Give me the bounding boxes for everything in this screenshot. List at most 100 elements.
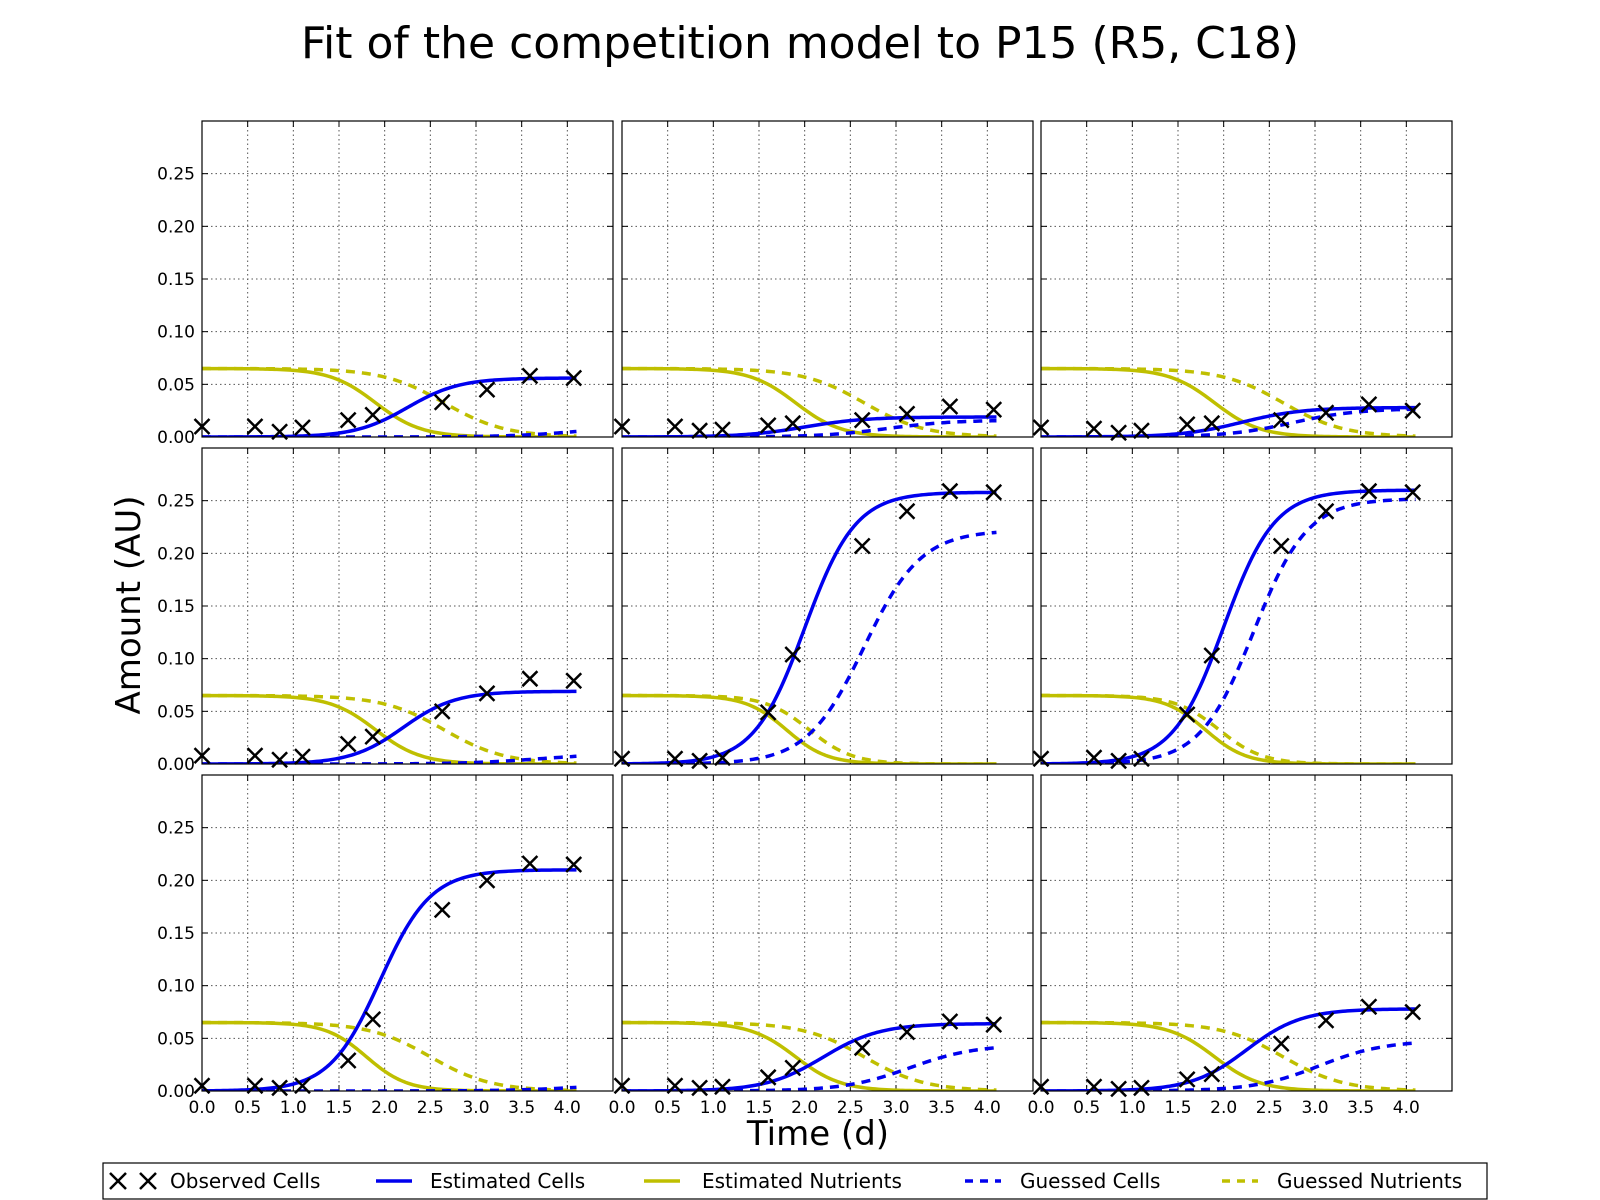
observed-cell-marker: [478, 381, 496, 398]
observed-cell-marker: [339, 1052, 357, 1069]
panel-8: 0.0 0.5 1.0 1.5 2.0 2.5 3.0 3.5 4.0: [608, 774, 1034, 1118]
x-tick-label: 0.5: [654, 1098, 681, 1118]
legend-entry: Observed Cells: [109, 1169, 320, 1193]
observed-cell-marker: [1360, 395, 1378, 413]
panel-frame: [1040, 120, 1453, 438]
x-axis-label: Time (d): [746, 1114, 889, 1154]
panel-frame: [621, 447, 1034, 765]
panel-frame: [621, 774, 1034, 1092]
x-tick-label: 1.0: [700, 1098, 727, 1118]
panel-background: [622, 121, 1033, 437]
observed-cell-marker: [691, 752, 709, 770]
panel-3: [1032, 120, 1453, 442]
guessed-nutrients-line: [622, 1020, 997, 1091]
y-axis-label: Amount (AU): [109, 495, 149, 714]
panel-7: 0.00 0.05 0.10 0.15 0.20 0.25 0.0 0.5 1.0 1.5 2.0 2…: [157, 774, 614, 1118]
legend-label: Estimated Nutrients: [702, 1169, 902, 1193]
observed-cell-marker: [853, 411, 871, 429]
y-tick-label: 0.15: [157, 924, 195, 944]
guessed-nutrients-line: [1041, 366, 1416, 437]
observed-points: [1032, 395, 1422, 442]
observed-cell-marker: [565, 856, 583, 873]
x-tick-label: 2.5: [837, 1098, 864, 1118]
estimated-cells-line: [622, 490, 997, 764]
observed-cell-marker: [985, 1016, 1003, 1034]
x-tick-label: 1.5: [1164, 1098, 1191, 1118]
panel-frame: [201, 447, 614, 765]
x-tick-label: 1.5: [745, 1098, 772, 1118]
observed-cell-marker: [1085, 420, 1103, 437]
observed-cell-marker: [364, 1010, 382, 1028]
x-tick-label: 2.5: [417, 1098, 444, 1118]
panel-background: [622, 448, 1033, 764]
panel-frame: [1040, 447, 1453, 765]
guessed-nutrients-line: [622, 366, 997, 437]
y-tick-label: 0.00: [157, 1082, 195, 1102]
guessed-nutrients-line: [202, 693, 577, 764]
observed-cell-marker: [853, 1039, 871, 1057]
panel-1: 0.00 0.05 0.10 0.15 0.20 0.25: [157, 120, 614, 448]
legend-swatch-marker: [139, 1172, 157, 1190]
observed-cell-marker: [1404, 402, 1422, 420]
observed-cell-marker: [1404, 483, 1422, 501]
x-tick-label: 2.5: [1256, 1098, 1283, 1118]
observed-cell-marker: [1272, 1035, 1290, 1052]
panel-frame: [201, 774, 614, 1092]
guessed-cells-line: [622, 530, 997, 764]
y-tick-label: 0.20: [157, 217, 195, 237]
x-tick-label: 0.5: [1073, 1098, 1100, 1118]
legend-entry: Estimated Cells: [376, 1169, 585, 1193]
observed-cell-marker: [1203, 647, 1221, 664]
observed-cell-marker: [1360, 482, 1378, 500]
x-tick-label: 1.5: [325, 1098, 352, 1118]
observed-cell-marker: [759, 417, 777, 434]
observed-cell-marker: [1317, 404, 1335, 422]
y-tick-label: 0.20: [157, 544, 195, 564]
observed-cell-marker: [714, 421, 731, 439]
observed-cell-marker: [364, 406, 382, 424]
chart-title: Fit of the competition model to P15 (R5,…: [301, 18, 1299, 69]
observed-cell-marker: [521, 670, 539, 688]
y-tick-label: 0.15: [157, 597, 195, 617]
observed-cell-marker: [898, 502, 916, 520]
legend-label: Guessed Cells: [1020, 1169, 1160, 1193]
x-tick-label: 0.0: [1027, 1098, 1054, 1118]
observed-cell-marker: [1404, 1003, 1422, 1021]
observed-cell-marker: [294, 419, 311, 436]
observed-cell-marker: [433, 393, 451, 411]
panel-background: [202, 448, 613, 764]
y-tick-label: 0.25: [157, 492, 195, 512]
observed-cell-marker: [941, 1013, 959, 1030]
observed-cell-marker: [1178, 706, 1196, 723]
y-tick-label: 0.10: [157, 323, 195, 343]
observed-cell-marker: [1272, 411, 1290, 429]
y-tick-label: 0.05: [157, 1029, 195, 1049]
panel-4: 0.00 0.05 0.10 0.15 0.20 0.25: [157, 447, 614, 775]
y-tick-label: 0.10: [157, 977, 195, 997]
panel-5: [613, 447, 1034, 770]
observed-cell-marker: [478, 685, 496, 702]
panel-background: [1041, 121, 1452, 437]
legend-label: Observed Cells: [170, 1169, 320, 1193]
x-tick-label: 2.0: [791, 1098, 818, 1118]
x-tick-label: 4.0: [1393, 1098, 1420, 1118]
y-tick-label: 0.20: [157, 871, 195, 891]
guessed-nutrients-line: [202, 366, 577, 437]
grid: [201, 448, 613, 765]
y-tick-label: 0.10: [157, 650, 195, 670]
y-tick-label: 0.25: [157, 819, 195, 839]
observed-cell-marker: [759, 1068, 777, 1086]
x-tick-label: 4.0: [974, 1098, 1001, 1118]
observed-cell-marker: [565, 369, 583, 387]
x-tick-label: 4.0: [554, 1098, 581, 1118]
observed-cell-marker: [1360, 998, 1378, 1016]
panel-frame: [201, 120, 614, 438]
x-tick-label: 3.0: [882, 1098, 909, 1118]
observed-cell-marker: [691, 1079, 709, 1097]
observed-points: [613, 398, 1003, 440]
observed-cell-marker: [666, 418, 684, 435]
guessed-cells-line: [202, 429, 577, 437]
panel-background: [1041, 448, 1452, 764]
observed-cell-marker: [1110, 1080, 1128, 1098]
observed-cell-marker: [1178, 1071, 1196, 1088]
